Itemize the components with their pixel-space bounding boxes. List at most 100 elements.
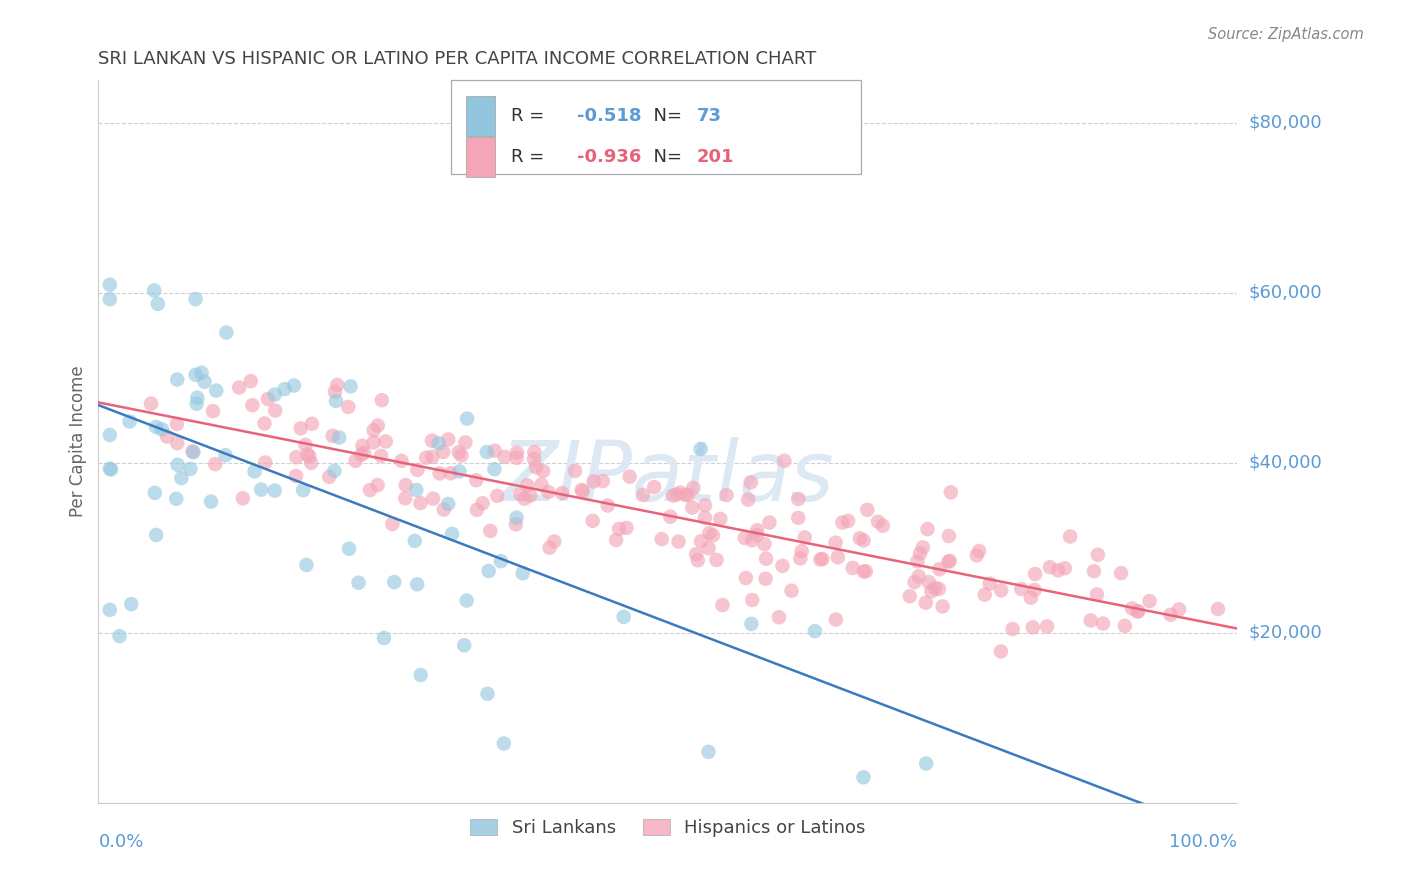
Point: [100, 462, 122, 476]
Point: [405, 483, 427, 497]
Point: [145, 420, 167, 434]
Point: [433, 502, 456, 516]
Point: [668, 534, 690, 549]
Point: [150, 422, 173, 436]
Point: [409, 668, 432, 682]
Point: [855, 565, 877, 579]
Point: [852, 533, 875, 548]
Point: [662, 489, 685, 503]
Point: [741, 533, 763, 548]
Point: [395, 478, 418, 492]
Point: [456, 593, 478, 607]
Point: [165, 491, 187, 506]
Point: [676, 488, 699, 502]
Point: [143, 486, 166, 500]
Point: [772, 558, 794, 573]
Point: [486, 489, 509, 503]
Point: [808, 552, 831, 566]
Point: [98, 292, 121, 306]
Point: [512, 566, 534, 581]
Point: [427, 436, 450, 450]
Point: [709, 512, 731, 526]
Point: [447, 445, 470, 459]
Point: [754, 537, 776, 551]
Point: [1036, 619, 1059, 633]
Y-axis label: Per Capita Income: Per Capita Income: [69, 366, 87, 517]
Point: [917, 522, 939, 536]
Point: [145, 528, 167, 542]
Point: [391, 454, 413, 468]
Text: SRI LANKAN VS HISPANIC OR LATINO PER CAPITA INCOME CORRELATION CHART: SRI LANKAN VS HISPANIC OR LATINO PER CAP…: [98, 50, 817, 68]
Point: [643, 480, 665, 494]
Point: [108, 629, 131, 643]
Point: [242, 398, 264, 412]
Text: $20,000: $20,000: [1249, 624, 1322, 642]
Point: [523, 451, 546, 466]
Point: [852, 565, 875, 579]
Point: [326, 378, 349, 392]
Point: [1080, 614, 1102, 628]
Point: [737, 492, 759, 507]
Point: [479, 524, 502, 538]
Point: [592, 474, 614, 488]
Point: [489, 554, 512, 568]
Point: [437, 497, 460, 511]
Point: [449, 464, 471, 478]
Point: [367, 478, 389, 492]
Point: [450, 449, 472, 463]
Point: [1001, 622, 1024, 636]
Point: [682, 481, 704, 495]
Point: [382, 575, 405, 590]
Point: [263, 387, 285, 401]
Point: [322, 429, 344, 443]
Point: [1039, 560, 1062, 574]
Point: [239, 374, 262, 388]
Point: [373, 631, 395, 645]
Point: [697, 745, 720, 759]
Point: [285, 469, 308, 483]
Point: [582, 514, 605, 528]
Legend: Sri Lankans, Hispanics or Latinos: Sri Lankans, Hispanics or Latinos: [463, 812, 873, 845]
Point: [166, 417, 188, 431]
Point: [184, 368, 207, 382]
Point: [204, 457, 226, 471]
Point: [181, 444, 204, 458]
Point: [804, 624, 827, 638]
Point: [613, 610, 636, 624]
Point: [263, 483, 285, 498]
Point: [789, 551, 811, 566]
Text: -0.936: -0.936: [576, 148, 641, 166]
Point: [524, 460, 547, 475]
Point: [406, 463, 429, 477]
Point: [1083, 564, 1105, 578]
Point: [363, 435, 385, 450]
Point: [837, 514, 859, 528]
Point: [478, 564, 501, 578]
Point: [1024, 567, 1046, 582]
Point: [787, 491, 810, 506]
Point: [367, 418, 389, 433]
Point: [907, 569, 929, 583]
Point: [228, 380, 250, 394]
Point: [506, 445, 529, 459]
Point: [404, 533, 426, 548]
Point: [849, 531, 872, 545]
Point: [420, 434, 443, 448]
Point: [734, 571, 756, 585]
Point: [465, 473, 488, 487]
Point: [350, 448, 373, 462]
Point: [979, 576, 1001, 591]
Point: [465, 503, 488, 517]
Text: N=: N=: [641, 148, 688, 166]
Point: [456, 411, 478, 425]
Point: [243, 464, 266, 478]
Point: [990, 583, 1012, 598]
Point: [1091, 616, 1114, 631]
Point: [685, 547, 707, 561]
Point: [907, 554, 929, 568]
Point: [924, 581, 946, 595]
Point: [374, 434, 396, 449]
Point: [938, 554, 960, 568]
Point: [852, 770, 875, 784]
Point: [856, 503, 879, 517]
